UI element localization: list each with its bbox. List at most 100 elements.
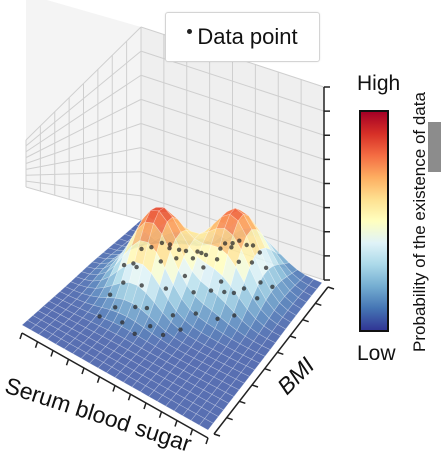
data-point	[208, 288, 214, 293]
left-wall-gridline	[25, 98, 142, 159]
data-point	[178, 327, 183, 332]
y-axis-tick	[264, 367, 271, 372]
data-point	[163, 286, 169, 291]
surface-cell	[287, 303, 302, 316]
data-point	[236, 259, 241, 264]
x-axis-tick	[189, 429, 194, 436]
data-point	[218, 246, 223, 251]
data-point	[133, 304, 138, 310]
surface-cell	[308, 278, 323, 290]
legend: Data point	[165, 12, 320, 62]
data-point	[191, 290, 196, 295]
colorbar-high-label: High	[357, 72, 401, 95]
x-axis-tick	[81, 367, 85, 375]
y-axis-tick	[302, 318, 309, 323]
data-point	[148, 324, 153, 329]
surface-cell	[266, 331, 281, 344]
surface-cell	[225, 385, 240, 397]
data-point	[121, 280, 126, 285]
left-wall-gridline	[25, 50, 142, 147]
data-point	[158, 259, 163, 264]
data-point	[222, 289, 227, 295]
data-point	[231, 290, 237, 296]
y-axis-tick	[239, 400, 246, 405]
y-axis-tick	[226, 416, 233, 421]
x-axis-tick	[19, 332, 23, 340]
x-axis-tick	[143, 402, 147, 410]
surface-cell	[261, 338, 276, 351]
data-point	[237, 238, 242, 243]
data-point	[232, 313, 237, 318]
data-point	[107, 292, 113, 297]
data-point	[201, 265, 206, 270]
x-axis-tick	[127, 394, 132, 401]
surface-cell	[276, 316, 292, 330]
surface-cell	[297, 291, 313, 303]
colorbar	[359, 110, 389, 332]
data-point	[241, 286, 247, 291]
data-point	[182, 273, 188, 279]
y-axis-tick	[277, 351, 284, 356]
legend-label: Data point	[197, 24, 298, 49]
x-axis-tick	[96, 376, 101, 383]
legend-marker	[187, 28, 193, 34]
data-point	[170, 313, 176, 318]
data-point	[149, 245, 154, 250]
left-wall-gridline	[25, 123, 142, 164]
x-axis-tick	[205, 437, 209, 445]
data-point	[249, 260, 255, 265]
y-axis-tick	[251, 384, 259, 388]
colorbar-low-label: Low	[357, 342, 396, 365]
data-point	[160, 332, 166, 338]
data-point	[203, 252, 209, 258]
data-point	[132, 331, 137, 336]
data-point	[167, 242, 173, 247]
data-point	[167, 246, 172, 251]
data-point	[131, 261, 136, 266]
y-axis-tick	[289, 335, 297, 339]
x-axis-tick	[112, 385, 116, 392]
x-axis-tick	[65, 359, 70, 366]
data-point	[244, 242, 249, 248]
data-point	[159, 240, 165, 246]
side-panel-tab	[428, 122, 441, 172]
data-point	[199, 250, 204, 256]
data-point	[139, 246, 144, 252]
data-point	[121, 262, 127, 268]
y-axis-tick	[213, 433, 221, 437]
data-point	[215, 316, 220, 321]
back-wall-gridline	[140, 98, 325, 160]
data-point	[214, 257, 220, 262]
data-point	[113, 305, 118, 310]
data-point	[230, 241, 235, 246]
left-wall-gridline	[25, 26, 142, 141]
data-point	[218, 279, 224, 284]
data-point	[176, 247, 182, 252]
data-point	[222, 241, 228, 246]
data-point	[195, 249, 200, 254]
left-wall-gridline	[25, 74, 142, 153]
surface-cell	[245, 358, 261, 371]
surface-cell	[251, 352, 266, 364]
data-point	[263, 265, 269, 270]
x-axis-tick	[34, 341, 39, 348]
data-point	[250, 243, 256, 248]
surface-cell	[240, 365, 256, 377]
x-axis-tick	[50, 350, 54, 357]
colorbar-title: Probability of the existence of data	[410, 92, 429, 352]
y-axis-tick	[327, 286, 335, 290]
data-point	[139, 283, 144, 288]
data-point	[229, 245, 234, 250]
surface-cell	[302, 284, 318, 297]
data-point	[183, 248, 189, 254]
data-point	[258, 280, 263, 285]
data-point	[134, 264, 139, 270]
y-axis-spine	[213, 286, 329, 435]
data-point	[193, 311, 198, 316]
data-point	[255, 296, 260, 301]
surface-cell	[199, 418, 214, 431]
data-point	[97, 314, 102, 319]
y-axis-tick	[315, 302, 322, 307]
